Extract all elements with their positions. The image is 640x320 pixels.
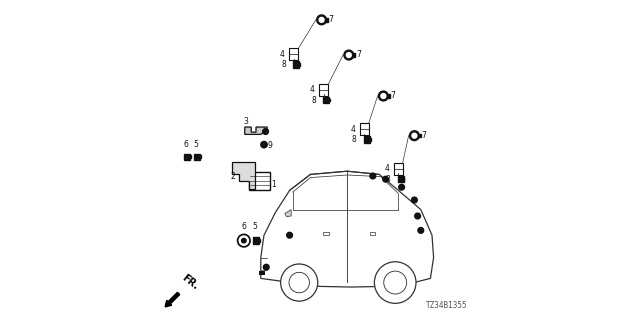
Bar (259, 271, 265, 275)
Bar (298, 63, 300, 66)
Bar (194, 154, 200, 160)
Circle shape (264, 264, 269, 270)
Bar (319, 84, 328, 96)
Polygon shape (285, 210, 291, 217)
Circle shape (263, 129, 269, 134)
Circle shape (378, 91, 388, 101)
Text: 4: 4 (384, 164, 389, 173)
Bar (289, 48, 298, 60)
Text: TZ34B1355: TZ34B1355 (426, 301, 467, 310)
Text: 3: 3 (243, 117, 248, 126)
Text: 6: 6 (184, 140, 189, 149)
Bar (416, 134, 420, 137)
Polygon shape (245, 127, 268, 134)
Text: 9: 9 (268, 141, 273, 150)
Circle shape (287, 232, 292, 238)
Text: 7: 7 (422, 131, 426, 140)
Circle shape (237, 234, 250, 247)
Circle shape (239, 236, 248, 245)
Bar (385, 94, 390, 98)
Circle shape (289, 272, 309, 293)
Bar (364, 136, 370, 143)
Circle shape (346, 52, 351, 58)
Text: 7: 7 (356, 50, 361, 59)
Text: 5: 5 (252, 222, 257, 231)
Text: 8: 8 (282, 60, 286, 69)
Polygon shape (232, 162, 255, 189)
Circle shape (280, 264, 317, 301)
Circle shape (317, 15, 326, 25)
Bar (258, 239, 260, 242)
Bar (350, 53, 355, 57)
Bar (394, 163, 403, 175)
Text: 4: 4 (350, 125, 355, 134)
Text: 8: 8 (312, 96, 316, 105)
Text: 8: 8 (352, 135, 356, 144)
Circle shape (374, 262, 416, 303)
Bar (199, 156, 201, 158)
Bar (323, 97, 330, 103)
Circle shape (399, 184, 404, 190)
Circle shape (418, 228, 424, 233)
Text: 5: 5 (193, 140, 198, 149)
Circle shape (412, 133, 417, 138)
Circle shape (242, 238, 246, 243)
Text: 6: 6 (241, 222, 246, 231)
Bar (397, 176, 404, 182)
Bar (249, 172, 269, 190)
Text: 4: 4 (310, 85, 315, 94)
Circle shape (370, 173, 376, 179)
Circle shape (415, 213, 420, 219)
Text: 7: 7 (329, 15, 333, 24)
Bar (293, 61, 300, 68)
Circle shape (412, 197, 417, 203)
Bar (323, 232, 329, 235)
Text: 7: 7 (390, 91, 396, 100)
Bar (360, 123, 369, 135)
FancyArrow shape (165, 292, 180, 307)
Circle shape (319, 17, 324, 22)
Circle shape (381, 93, 386, 99)
Bar (370, 232, 375, 235)
Bar (369, 138, 371, 141)
Bar (403, 178, 404, 180)
Bar (253, 237, 259, 244)
Circle shape (383, 176, 388, 182)
Bar (189, 156, 191, 158)
Text: 4: 4 (280, 50, 285, 59)
Text: 8: 8 (386, 175, 390, 184)
Text: FR.: FR. (180, 273, 200, 292)
Bar (323, 18, 328, 21)
Circle shape (344, 50, 354, 60)
Text: 2: 2 (230, 172, 235, 180)
Circle shape (410, 131, 419, 140)
Bar (328, 99, 330, 101)
Text: 1: 1 (271, 180, 276, 188)
Circle shape (384, 271, 406, 294)
Circle shape (261, 141, 268, 148)
Bar (184, 154, 191, 160)
